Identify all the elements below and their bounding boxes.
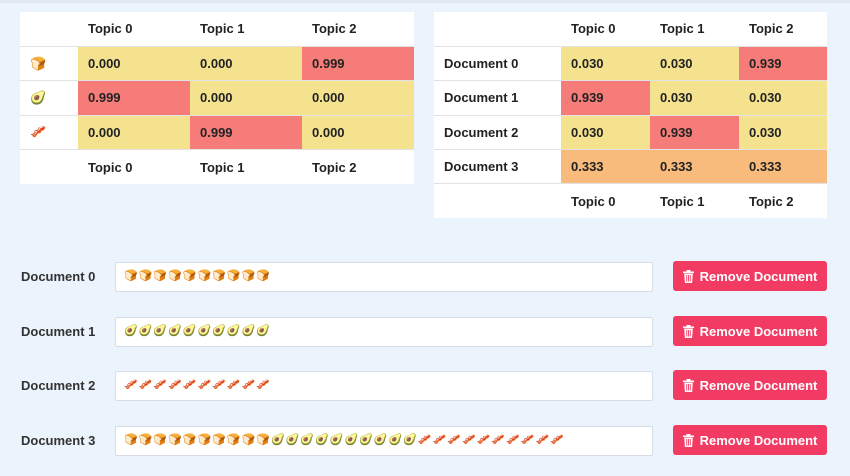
table-cell: 0.000 [190, 80, 302, 116]
column-header: Topic 2 [312, 21, 357, 37]
table-cell: 0.000 [302, 80, 414, 116]
row-header: Document 2 [434, 114, 561, 150]
document-label: Document 2 [21, 378, 96, 393]
header-row: Topic 0 Topic 1 Topic 2 [434, 12, 827, 46]
footer-row: Topic 0 Topic 1 Topic 2 [434, 183, 827, 219]
table-row: 🍞 0.000 0.000 0.999 [20, 45, 414, 81]
table-cell: 0.939 [650, 114, 739, 150]
document-label: Document 1 [21, 324, 96, 339]
column-footer: Topic 0 [561, 183, 650, 219]
remove-document-button[interactable]: Remove Document [673, 425, 827, 455]
table-row: 🥓 0.000 0.999 0.000 [20, 114, 414, 150]
table-row: Document 3 0.333 0.333 0.333 [434, 149, 827, 184]
column-header: Topic 2 [749, 21, 794, 37]
column-footer: Topic 0 [78, 149, 190, 184]
corner-cell [434, 183, 561, 219]
doc-topic-table: Topic 0 Topic 1 Topic 2 Document 0 0.030… [434, 12, 827, 219]
column-footer: Topic 2 [739, 183, 827, 219]
bacon-icon: 🥓 [20, 114, 78, 150]
remove-document-label: Remove Document [699, 377, 818, 393]
row-header: Document 1 [434, 80, 561, 116]
remove-document-button[interactable]: Remove Document [673, 316, 827, 346]
document-row: Document 2 🥓🥓🥓🥓🥓🥓🥓🥓🥓🥓 Remove Document [0, 370, 850, 401]
table-cell: 0.939 [739, 45, 827, 81]
document-label: Document 0 [21, 269, 96, 284]
document-row: Document 1 🥑🥑🥑🥑🥑🥑🥑🥑🥑🥑 Remove Document [0, 316, 850, 347]
document-label: Document 3 [21, 433, 96, 448]
table-cell: 0.999 [190, 114, 302, 150]
document-input[interactable]: 🍞🍞🍞🍞🍞🍞🍞🍞🍞🍞 [115, 262, 653, 292]
column-footer: Topic 1 [650, 183, 739, 219]
table-cell: 0.030 [650, 45, 739, 81]
topic-word-table: Topic 0 Topic 1 Topic 2 🍞 0.000 0.000 0.… [20, 12, 414, 184]
column-header: Topic 1 [200, 21, 245, 37]
column-header: Topic 1 [660, 21, 705, 37]
table-cell: 0.000 [78, 114, 190, 150]
document-row: Document 3 🍞🍞🍞🍞🍞🍞🍞🍞🍞🍞🥑🥑🥑🥑🥑🥑🥑🥑🥑🥑🥓🥓🥓🥓🥓🥓🥓🥓🥓… [0, 425, 850, 456]
table-cell: 0.030 [561, 114, 650, 150]
trash-icon [682, 324, 694, 338]
avocado-icon: 🥑 [20, 80, 78, 116]
trash-icon [682, 269, 694, 283]
table-cell: 0.333 [739, 149, 827, 184]
table-cell: 0.999 [302, 45, 414, 81]
document-content: 🍞🍞🍞🍞🍞🍞🍞🍞🍞🍞🥑🥑🥑🥑🥑🥑🥑🥑🥑🥑🥓🥓🥓🥓🥓🥓🥓🥓🥓🥓 [124, 433, 565, 446]
column-header: Topic 0 [88, 21, 133, 37]
document-content: 🥓🥓🥓🥓🥓🥓🥓🥓🥓🥓 [124, 378, 271, 391]
table-cell: 0.333 [561, 149, 650, 184]
bread-icon: 🍞 [20, 45, 78, 81]
remove-document-label: Remove Document [699, 432, 818, 448]
header-row: Topic 0 Topic 1 Topic 2 [20, 12, 414, 46]
row-header: Document 0 [434, 45, 561, 81]
document-content: 🍞🍞🍞🍞🍞🍞🍞🍞🍞🍞 [124, 269, 271, 282]
footer-row: Topic 0 Topic 1 Topic 2 [20, 149, 414, 184]
topic-word-table-panel: Topic 0 Topic 1 Topic 2 🍞 0.000 0.000 0.… [20, 12, 414, 184]
trash-icon [682, 378, 694, 392]
column-header: Topic 0 [571, 21, 616, 37]
table-row: Document 1 0.939 0.030 0.030 [434, 80, 827, 116]
document-input[interactable]: 🥓🥓🥓🥓🥓🥓🥓🥓🥓🥓 [115, 371, 653, 401]
remove-document-label: Remove Document [699, 268, 818, 284]
table-cell: 0.030 [739, 114, 827, 150]
table-cell: 0.000 [302, 114, 414, 150]
remove-document-button[interactable]: Remove Document [673, 370, 827, 400]
document-input[interactable]: 🥑🥑🥑🥑🥑🥑🥑🥑🥑🥑 [115, 317, 653, 347]
doc-topic-table-panel: Topic 0 Topic 1 Topic 2 Document 0 0.030… [434, 12, 827, 219]
document-row: Document 0 🍞🍞🍞🍞🍞🍞🍞🍞🍞🍞 Remove Document [0, 261, 850, 292]
table-row: 🥑 0.999 0.000 0.000 [20, 80, 414, 116]
trash-icon [682, 433, 694, 447]
table-cell: 0.000 [78, 45, 190, 81]
remove-document-label: Remove Document [699, 323, 818, 339]
corner-cell [20, 12, 78, 46]
table-row: Document 2 0.030 0.939 0.030 [434, 114, 827, 150]
table-row: Document 0 0.030 0.030 0.939 [434, 45, 827, 81]
table-cell: 0.999 [78, 80, 190, 116]
row-header: Document 3 [434, 149, 561, 184]
table-cell: 0.030 [561, 45, 650, 81]
column-footer: Topic 2 [302, 149, 414, 184]
table-cell: 0.000 [190, 45, 302, 81]
top-band [0, 0, 850, 3]
column-footer: Topic 1 [190, 149, 302, 184]
table-cell: 0.939 [561, 80, 650, 116]
document-input[interactable]: 🍞🍞🍞🍞🍞🍞🍞🍞🍞🍞🥑🥑🥑🥑🥑🥑🥑🥑🥑🥑🥓🥓🥓🥓🥓🥓🥓🥓🥓🥓 [115, 426, 653, 456]
remove-document-button[interactable]: Remove Document [673, 261, 827, 291]
document-content: 🥑🥑🥑🥑🥑🥑🥑🥑🥑🥑 [124, 324, 271, 337]
table-cell: 0.333 [650, 149, 739, 184]
table-cell: 0.030 [739, 80, 827, 116]
table-cell: 0.030 [650, 80, 739, 116]
corner-cell [434, 12, 561, 46]
corner-cell [20, 149, 78, 184]
